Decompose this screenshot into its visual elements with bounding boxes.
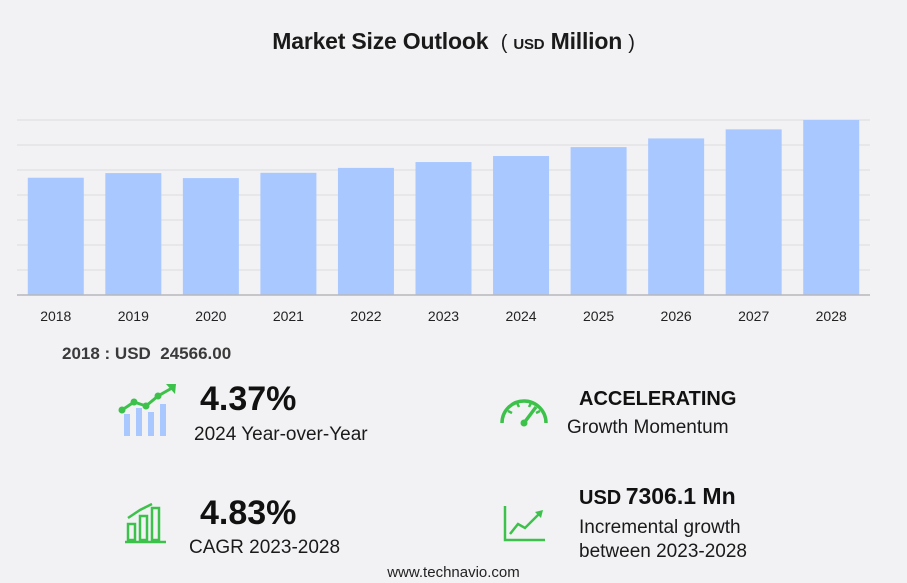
x-tick-label: 2018 xyxy=(40,308,71,324)
bar-chart-icon xyxy=(125,502,166,544)
bar-2025[interactable] xyxy=(570,147,627,295)
bar-2026[interactable] xyxy=(648,138,705,295)
incremental-label-line2: between 2023-2028 xyxy=(579,541,747,562)
momentum-label: Growth Momentum xyxy=(567,417,729,438)
growth-chart-icon xyxy=(118,384,176,436)
title-close-paren: ) xyxy=(628,32,635,54)
x-tick-label: 2019 xyxy=(118,308,149,324)
x-tick-label: 2021 xyxy=(273,308,304,324)
x-tick-label: 2022 xyxy=(350,308,381,324)
cagr-label: CAGR 2023-2028 xyxy=(189,537,341,558)
title-currency: USD xyxy=(513,36,545,53)
x-tick-label: 2026 xyxy=(661,308,692,324)
baseline-value: 2018 : USD 24566.00 xyxy=(62,344,232,363)
bar-2022[interactable] xyxy=(337,167,394,295)
chart-title-main: Market Size Outlook xyxy=(272,28,489,54)
bar-2021[interactable] xyxy=(260,172,317,295)
bar-2019[interactable] xyxy=(105,173,162,295)
title-unit: Million xyxy=(550,28,623,54)
footer-url[interactable]: www.technavio.com xyxy=(387,564,520,581)
bar-chart: 2018 2019 2020 2021 2022 2023 2024 2025 2026 2027… xyxy=(17,119,870,324)
bar-2020[interactable] xyxy=(182,178,239,295)
x-tick-label: 2023 xyxy=(428,308,459,324)
chart-title: Market Size Outlook ( USD Million ) xyxy=(0,28,907,55)
incremental-value: USD 7306.1 Mn xyxy=(579,483,736,510)
x-tick-label: 2025 xyxy=(583,308,614,324)
x-tick-label: 2024 xyxy=(505,308,536,324)
incremental-currency: USD xyxy=(579,487,622,509)
speedometer-icon xyxy=(500,399,548,427)
incremental-label-line1: Incremental growth xyxy=(579,517,741,538)
yoy-label: 2024 Year-over-Year xyxy=(194,424,368,445)
cagr-value: 4.83% xyxy=(200,494,297,532)
yoy-value: 4.37% xyxy=(200,380,297,418)
bar-2018[interactable] xyxy=(27,177,84,295)
bar-2023[interactable] xyxy=(415,162,472,295)
x-tick-label: 2020 xyxy=(195,308,226,324)
incremental-amount: 7306.1 Mn xyxy=(625,483,736,509)
bar-2027[interactable] xyxy=(725,129,782,295)
bar-2028[interactable] xyxy=(803,120,860,295)
bar-2024[interactable] xyxy=(493,156,550,295)
momentum-value: ACCELERATING xyxy=(579,388,737,410)
line-trend-icon xyxy=(503,506,545,542)
x-tick-label: 2028 xyxy=(816,308,847,324)
x-tick-label: 2027 xyxy=(738,308,769,324)
title-open-paren: ( xyxy=(500,32,508,54)
